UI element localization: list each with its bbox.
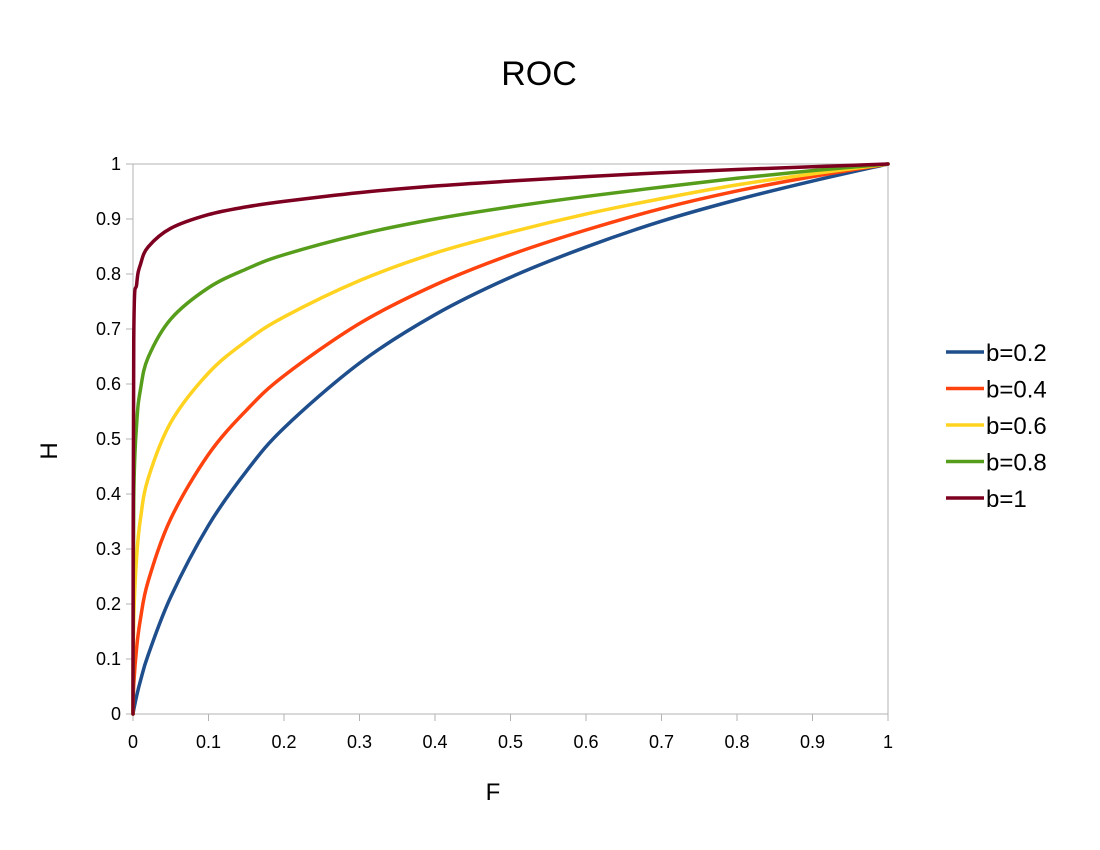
y-tick-label: 0	[111, 704, 121, 724]
x-tick-label: 1	[883, 732, 893, 752]
y-tick-label: 0.8	[96, 264, 121, 284]
y-tick-label: 0.3	[96, 539, 121, 559]
series-line-b-0-8	[131, 162, 890, 716]
x-tick-label: 0.1	[196, 732, 221, 752]
legend-label: b=1	[986, 486, 1027, 513]
x-tick-label: 0.4	[422, 732, 447, 752]
x-tick-label: 0.5	[498, 732, 523, 752]
legend-label: b=0.8	[986, 450, 1047, 477]
legend-label: b=0.6	[986, 413, 1047, 440]
y-tick-label: 0.6	[96, 374, 121, 394]
x-tick-label: 0.8	[724, 732, 749, 752]
x-tick-label: 0.7	[649, 732, 674, 752]
x-tick-label: 0.6	[573, 732, 598, 752]
series-line-b-0-4	[131, 162, 890, 716]
x-tick-label: 0.3	[347, 732, 372, 752]
x-tick-label: 0	[128, 732, 138, 752]
chart-title: ROC	[501, 55, 577, 93]
x-tick-label: 0.2	[271, 732, 296, 752]
y-tick-label: 0.1	[96, 649, 121, 669]
y-tick-label: 0.9	[96, 209, 121, 229]
legend-label: b=0.2	[986, 340, 1047, 367]
y-tick-label: 0.4	[96, 484, 121, 504]
y-tick-label: 1	[111, 154, 121, 174]
series-line-b-1	[131, 162, 890, 716]
y-tick-label: 0.7	[96, 319, 121, 339]
legend-label: b=0.4	[986, 377, 1047, 404]
plot-area	[132, 163, 889, 715]
series-line-b-0-6	[131, 162, 890, 716]
series-line-b-0-2	[131, 162, 890, 716]
x-tick-label: 0.9	[800, 732, 825, 752]
y-tick-label: 0.2	[96, 594, 121, 614]
y-axis-label: H	[36, 442, 63, 459]
y-tick-label: 0.5	[96, 429, 121, 449]
x-axis-label: F	[486, 779, 501, 806]
